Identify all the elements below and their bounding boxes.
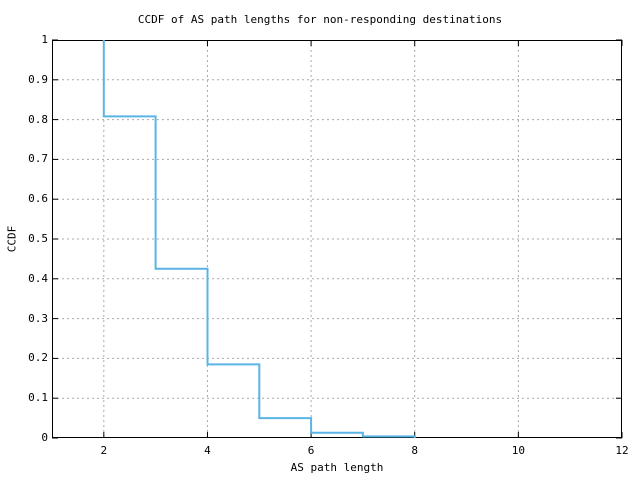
y-tick-label: 0.4 [28,271,48,285]
y-tick-label: 0 [41,431,48,444]
y-tick-label: 0.7 [28,152,48,166]
chart-title: CCDF of AS path lengths for non-respondi… [137,13,503,26]
x-tick-label: 6 [307,444,315,457]
x-tick-label: 2 [100,444,108,457]
y-tick-label: 0.1 [28,391,48,405]
x-axis-label: AS path length [290,461,384,474]
y-tick-label: 0.8 [28,112,48,126]
x-tick-label: 12 [615,444,629,457]
x-tick-label: 10 [511,444,525,457]
x-tick-label: 8 [411,444,419,457]
y-tick-label: 0.2 [28,351,48,365]
y-tick-label: 1 [41,33,48,46]
y-tick-label: 0.9 [28,72,48,86]
y-tick-label: 0.3 [28,311,48,325]
y-tick-label: 0.5 [28,232,48,245]
ccdf-curve [102,40,416,438]
x-tick-label: 4 [204,444,211,457]
y-tick-label: 0.6 [28,192,48,206]
plot-area [52,39,623,439]
